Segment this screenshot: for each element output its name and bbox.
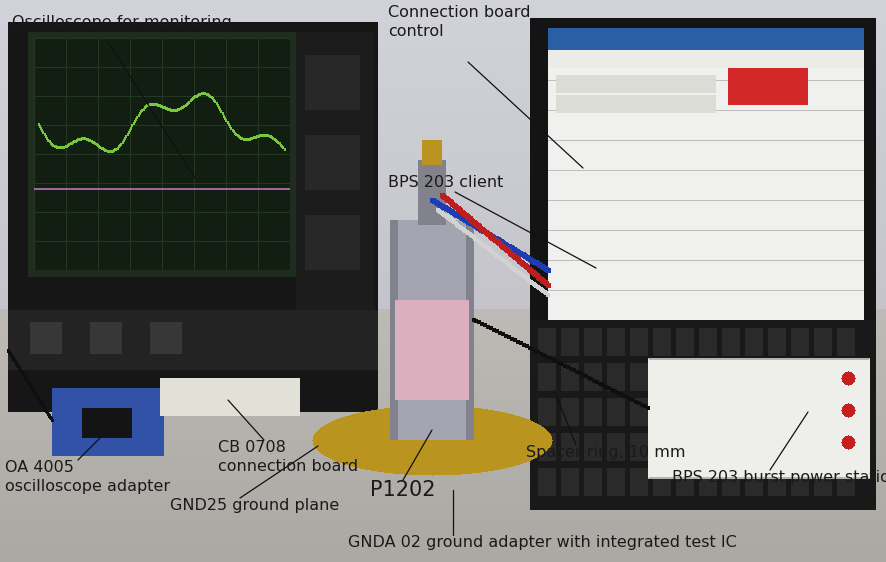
Text: Connection board
control: Connection board control xyxy=(388,5,531,39)
Text: Oscilloscope for monitoring: Oscilloscope for monitoring xyxy=(12,15,232,30)
Text: GND25 ground plane: GND25 ground plane xyxy=(170,498,339,513)
Text: Spacer ring, 10 mm: Spacer ring, 10 mm xyxy=(526,445,686,460)
Text: BPS 203 client: BPS 203 client xyxy=(388,175,503,190)
Text: P1202: P1202 xyxy=(370,480,436,500)
Text: CB 0708
connection board: CB 0708 connection board xyxy=(218,440,358,474)
Text: GNDA 02 ground adapter with integrated test IC: GNDA 02 ground adapter with integrated t… xyxy=(348,535,737,550)
Text: BPS 203 burst power station: BPS 203 burst power station xyxy=(672,470,886,485)
Text: OA 4005
oscilloscope adapter: OA 4005 oscilloscope adapter xyxy=(5,460,170,493)
